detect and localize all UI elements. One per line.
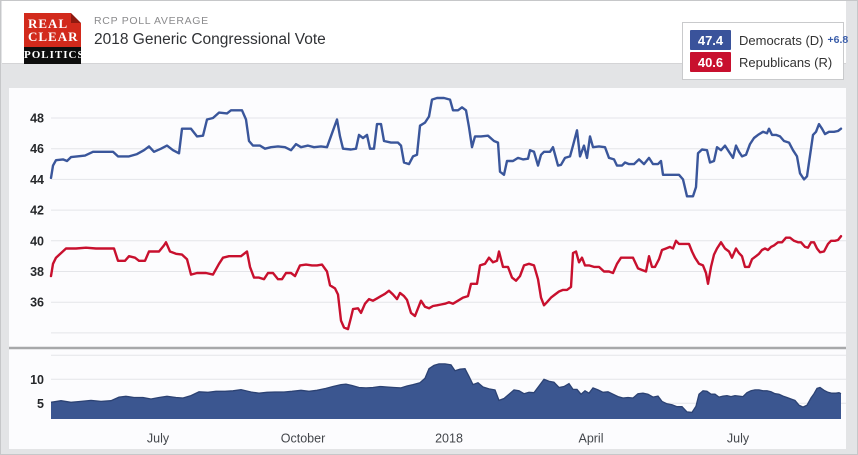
republicans-label: Republicans (R) xyxy=(739,54,833,70)
democrats-value-badge: 47.4 xyxy=(690,30,731,50)
republicans-value-badge: 40.6 xyxy=(690,52,731,72)
legend: 47.4 Democrats (D) +6.8 40.6 Republicans… xyxy=(682,22,848,80)
chart-panel xyxy=(9,88,846,449)
democrats-label: Democrats (D) xyxy=(739,32,824,48)
legend-row-republicans[interactable]: 40.6 Republicans (R) xyxy=(690,52,836,72)
democrats-spread-delta: +6.8 xyxy=(827,34,849,46)
kicker-rcp-poll-average: RCP POLL AVERAGE xyxy=(94,15,209,27)
legend-row-democrats[interactable]: 47.4 Democrats (D) +6.8 xyxy=(690,30,848,50)
page-title[interactable]: 2018 Generic Congressional Vote xyxy=(94,31,326,48)
logo-line-clear: CLEAR xyxy=(28,29,79,44)
rcp-logo[interactable]: REAL CLEAR POLITICS xyxy=(24,13,84,64)
logo-line-real: REAL xyxy=(28,16,69,31)
logo-line-politics: POLITICS xyxy=(24,47,84,64)
